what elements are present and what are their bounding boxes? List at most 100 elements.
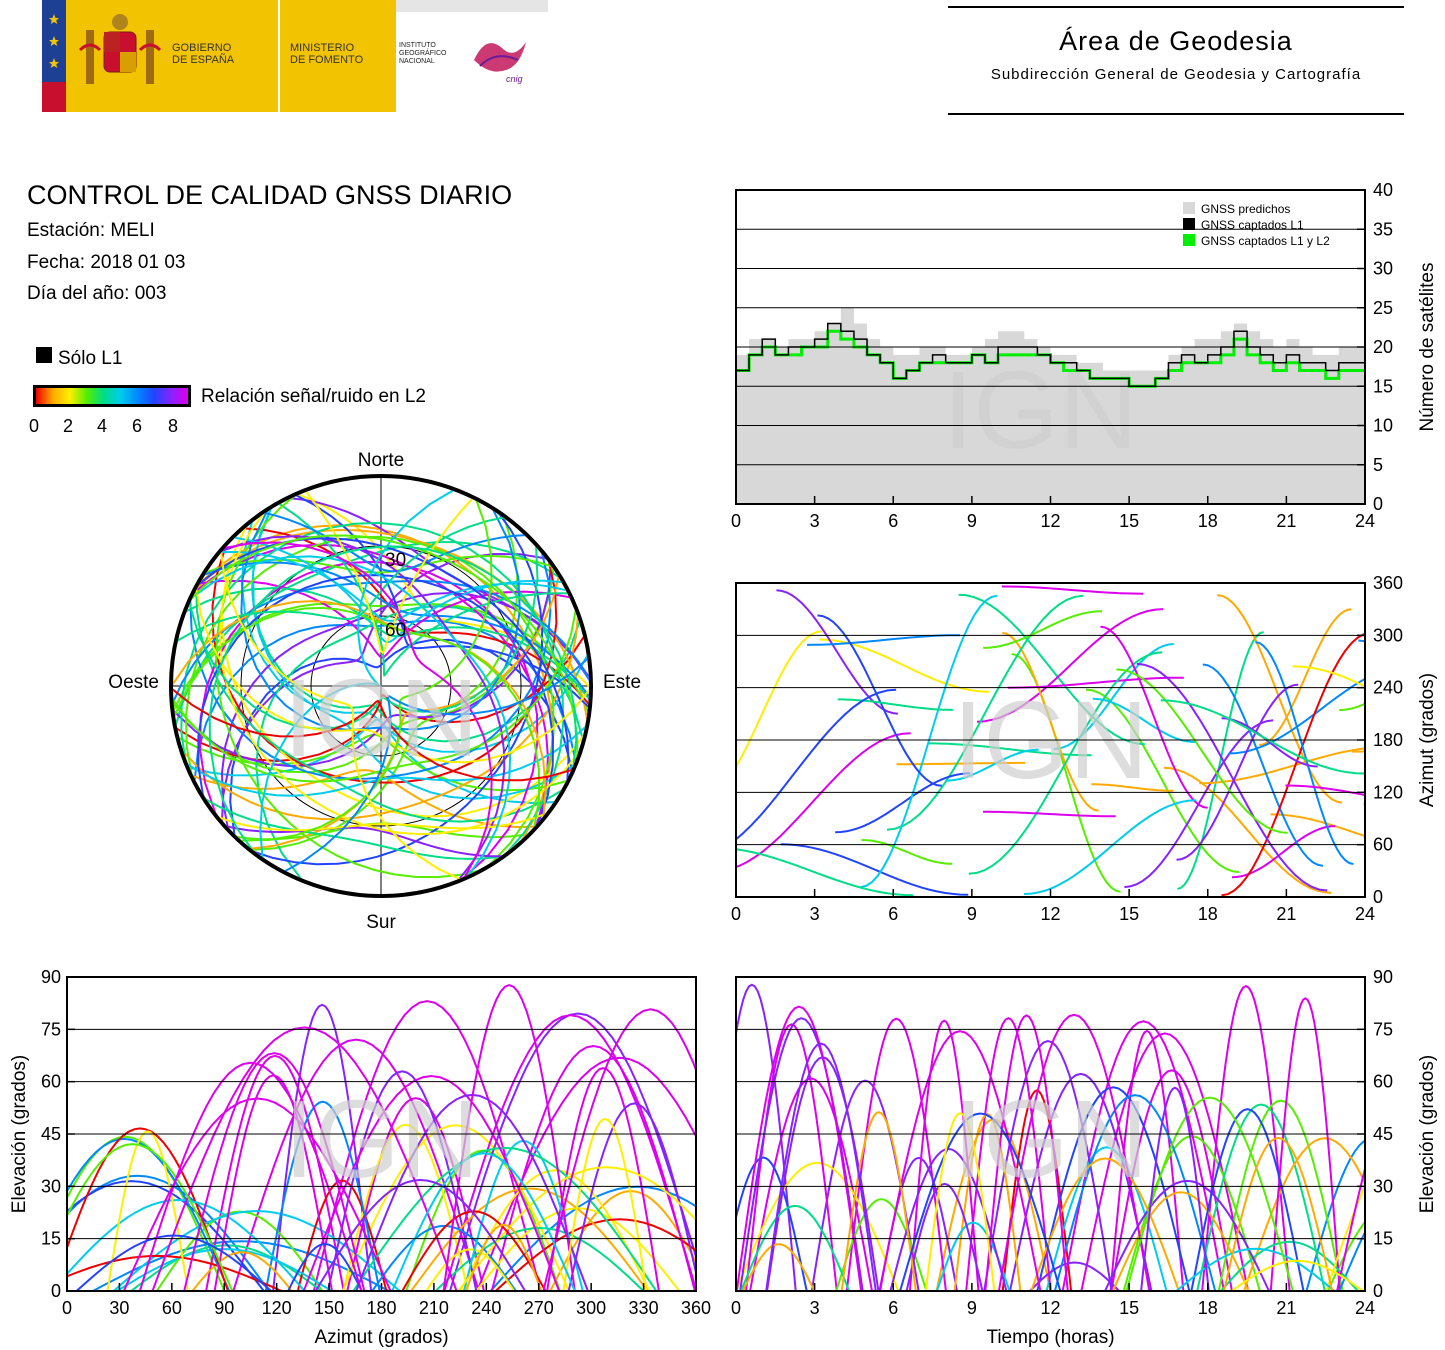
skyplot-track [262, 511, 527, 573]
elaz-track [272, 1003, 373, 1291]
elaz-track [346, 1097, 485, 1291]
skyplot-south-label: Sur [366, 912, 396, 933]
series-l1-line [736, 322, 1366, 387]
az-track [886, 594, 1084, 831]
snr-tick-4: 4 [97, 416, 108, 436]
skyplot-track [224, 824, 504, 858]
skyplot-track [183, 586, 589, 702]
elaz-ytick-label: 0 [51, 1281, 61, 1301]
skyplot-track [216, 811, 549, 832]
sat-xtick-label: 12 [1040, 511, 1060, 531]
ign-watermark: IGN [283, 657, 479, 780]
elt-track [765, 1042, 877, 1291]
ign-watermark: IGN [943, 349, 1139, 472]
skyplot-track [174, 634, 586, 763]
elaz-track [67, 1198, 306, 1291]
elt-track [1196, 1103, 1326, 1291]
az-track [1001, 585, 1144, 595]
sat-xtick-label: 0 [731, 511, 741, 531]
sat-ytick-label: 35 [1373, 219, 1393, 239]
elt-track [736, 983, 797, 1291]
elt-track [965, 1016, 1052, 1291]
elaz-xtick-label: 60 [162, 1298, 182, 1318]
elaz-ylabel: Elevación (grados) [9, 1055, 30, 1213]
l1-only-swatch [36, 347, 52, 363]
az-xtick-label: 0 [731, 904, 741, 924]
elaz-ytick-label: 45 [41, 1124, 61, 1144]
eu-stripe [42, 0, 66, 112]
gov-block: GOBIERNO DE ESPAÑA [66, 0, 316, 112]
elt-xtick-label: 15 [1119, 1298, 1139, 1318]
elt-ytick-label: 0 [1373, 1281, 1383, 1301]
legend-label: GNSS predichos [1201, 202, 1290, 216]
skyplot-track [173, 606, 541, 831]
elaz-xtick-label: 30 [109, 1298, 129, 1318]
skyplot-track [180, 521, 565, 857]
snr-label: Relación señal/ruido en L2 [201, 386, 426, 407]
sat-ytick-label: 20 [1373, 337, 1393, 357]
az-track [860, 594, 998, 889]
az-track [1160, 699, 1365, 775]
az-track [983, 610, 1103, 649]
elaz-xtick-label: 150 [314, 1298, 344, 1318]
elt-ytick-label: 75 [1373, 1019, 1393, 1039]
az-track [1177, 631, 1264, 890]
elaz-track [122, 1097, 392, 1291]
az-track [1092, 697, 1196, 744]
elt-track [1223, 1136, 1334, 1291]
elaz-xlabel: Azimut (grados) [314, 1327, 448, 1348]
elaz-track [465, 1223, 543, 1291]
date-label: Fecha: 2018 01 03 [27, 252, 186, 273]
elt-xlabel: Tiempo (horas) [986, 1327, 1114, 1348]
elaz-xtick-label: 0 [62, 1298, 72, 1318]
az-track [1258, 608, 1352, 746]
sat-ytick-label: 25 [1373, 298, 1393, 318]
station-label: Estación: MELI [27, 220, 155, 241]
skyplot-track [250, 510, 544, 866]
elaz-track [287, 1242, 363, 1291]
elaz-track [67, 1254, 282, 1291]
elaz-track [296, 1179, 388, 1291]
elaz-ytick-label: 30 [41, 1176, 61, 1196]
elaz-track [342, 1123, 469, 1291]
elaz-xtick-label: 240 [471, 1298, 501, 1318]
skyplot-track [179, 613, 580, 821]
az-track [1007, 676, 1184, 689]
az-track [1221, 717, 1318, 768]
elt-track [736, 1005, 863, 1291]
elt-track [953, 1113, 1022, 1291]
skyplot-tracks [173, 488, 589, 883]
az-ytick-label: 240 [1373, 678, 1403, 698]
elt-track [742, 1243, 816, 1291]
az-ytick-label: 0 [1373, 887, 1383, 907]
elaz-track [67, 1127, 229, 1291]
sat-ytick-label: 0 [1373, 494, 1383, 514]
az-track [896, 761, 1026, 766]
skyplot-track [194, 586, 589, 764]
elaz-xtick-label: 180 [366, 1298, 396, 1318]
az-xtick-label: 18 [1198, 904, 1218, 924]
elaz-track [425, 1248, 515, 1291]
az-track [1116, 668, 1288, 834]
ign-watermark: IGN [284, 1078, 480, 1201]
elt-track [1104, 1179, 1270, 1291]
elaz-xtick-label: 270 [524, 1298, 554, 1318]
area-header: Área de Geodesia Subdirección General de… [948, 6, 1404, 115]
elt-ytick-label: 45 [1373, 1124, 1393, 1144]
elt-track [878, 1030, 1042, 1291]
snr-tick-2: 2 [63, 416, 74, 436]
az-xtick-label: 15 [1119, 904, 1139, 924]
sat-ytick-label: 5 [1373, 455, 1383, 475]
elaz-xtick-label: 360 [681, 1298, 711, 1318]
az-track [1011, 653, 1121, 893]
sat-xtick-label: 15 [1119, 511, 1139, 531]
az-track [837, 698, 953, 711]
elaz-track [75, 1234, 272, 1291]
elt-track [984, 1014, 1069, 1291]
elt-track [905, 1182, 984, 1291]
skyplot-west-label: Oeste [108, 672, 159, 693]
az-track [1002, 631, 1099, 812]
az-track [1053, 643, 1174, 750]
elaz-track [341, 1124, 570, 1291]
